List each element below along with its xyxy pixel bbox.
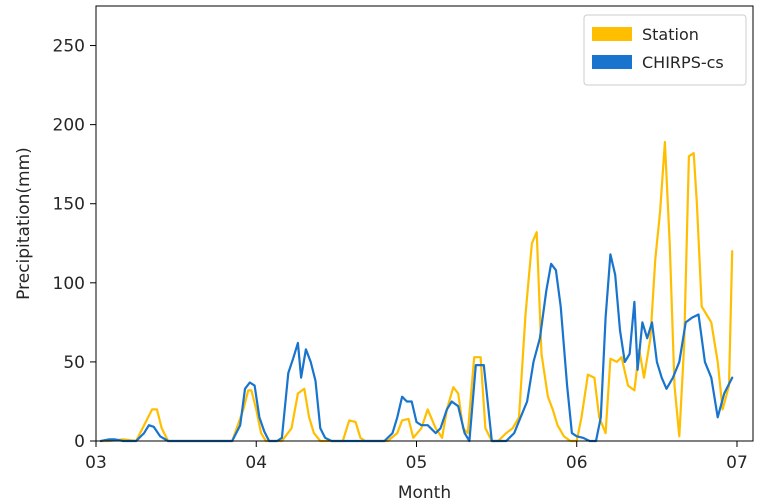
y-tick-label: 250 [53,37,85,57]
y-axis-title: Precipitation(mm) [14,147,34,300]
series-layer [99,140,734,443]
y-tick-label: 0 [74,432,85,452]
legend-swatch [592,55,632,69]
x-tick-label: 07 [726,453,748,473]
series-line-1 [99,253,734,443]
legend: Station CHIRPS-cs [583,14,747,86]
y-tick-label: 100 [53,274,85,294]
y-axis: 0 50 100 150 200 250 [53,37,96,452]
legend-label: Station [642,25,699,44]
legend-label: CHIRPS-cs [642,53,724,72]
y-tick-label: 200 [53,116,85,136]
legend-swatch [592,27,632,41]
x-axis-title: Month [398,483,451,503]
x-tick-label: 06 [566,453,588,473]
x-axis: 03 04 05 06 07 [85,441,748,473]
x-tick-label: 05 [406,453,428,473]
x-tick-label: 03 [85,453,107,473]
y-tick-label: 150 [53,195,85,215]
x-tick-label: 04 [245,453,267,473]
series-line-0 [99,140,734,443]
plot-frame [95,5,754,442]
y-tick-label: 50 [63,353,85,373]
